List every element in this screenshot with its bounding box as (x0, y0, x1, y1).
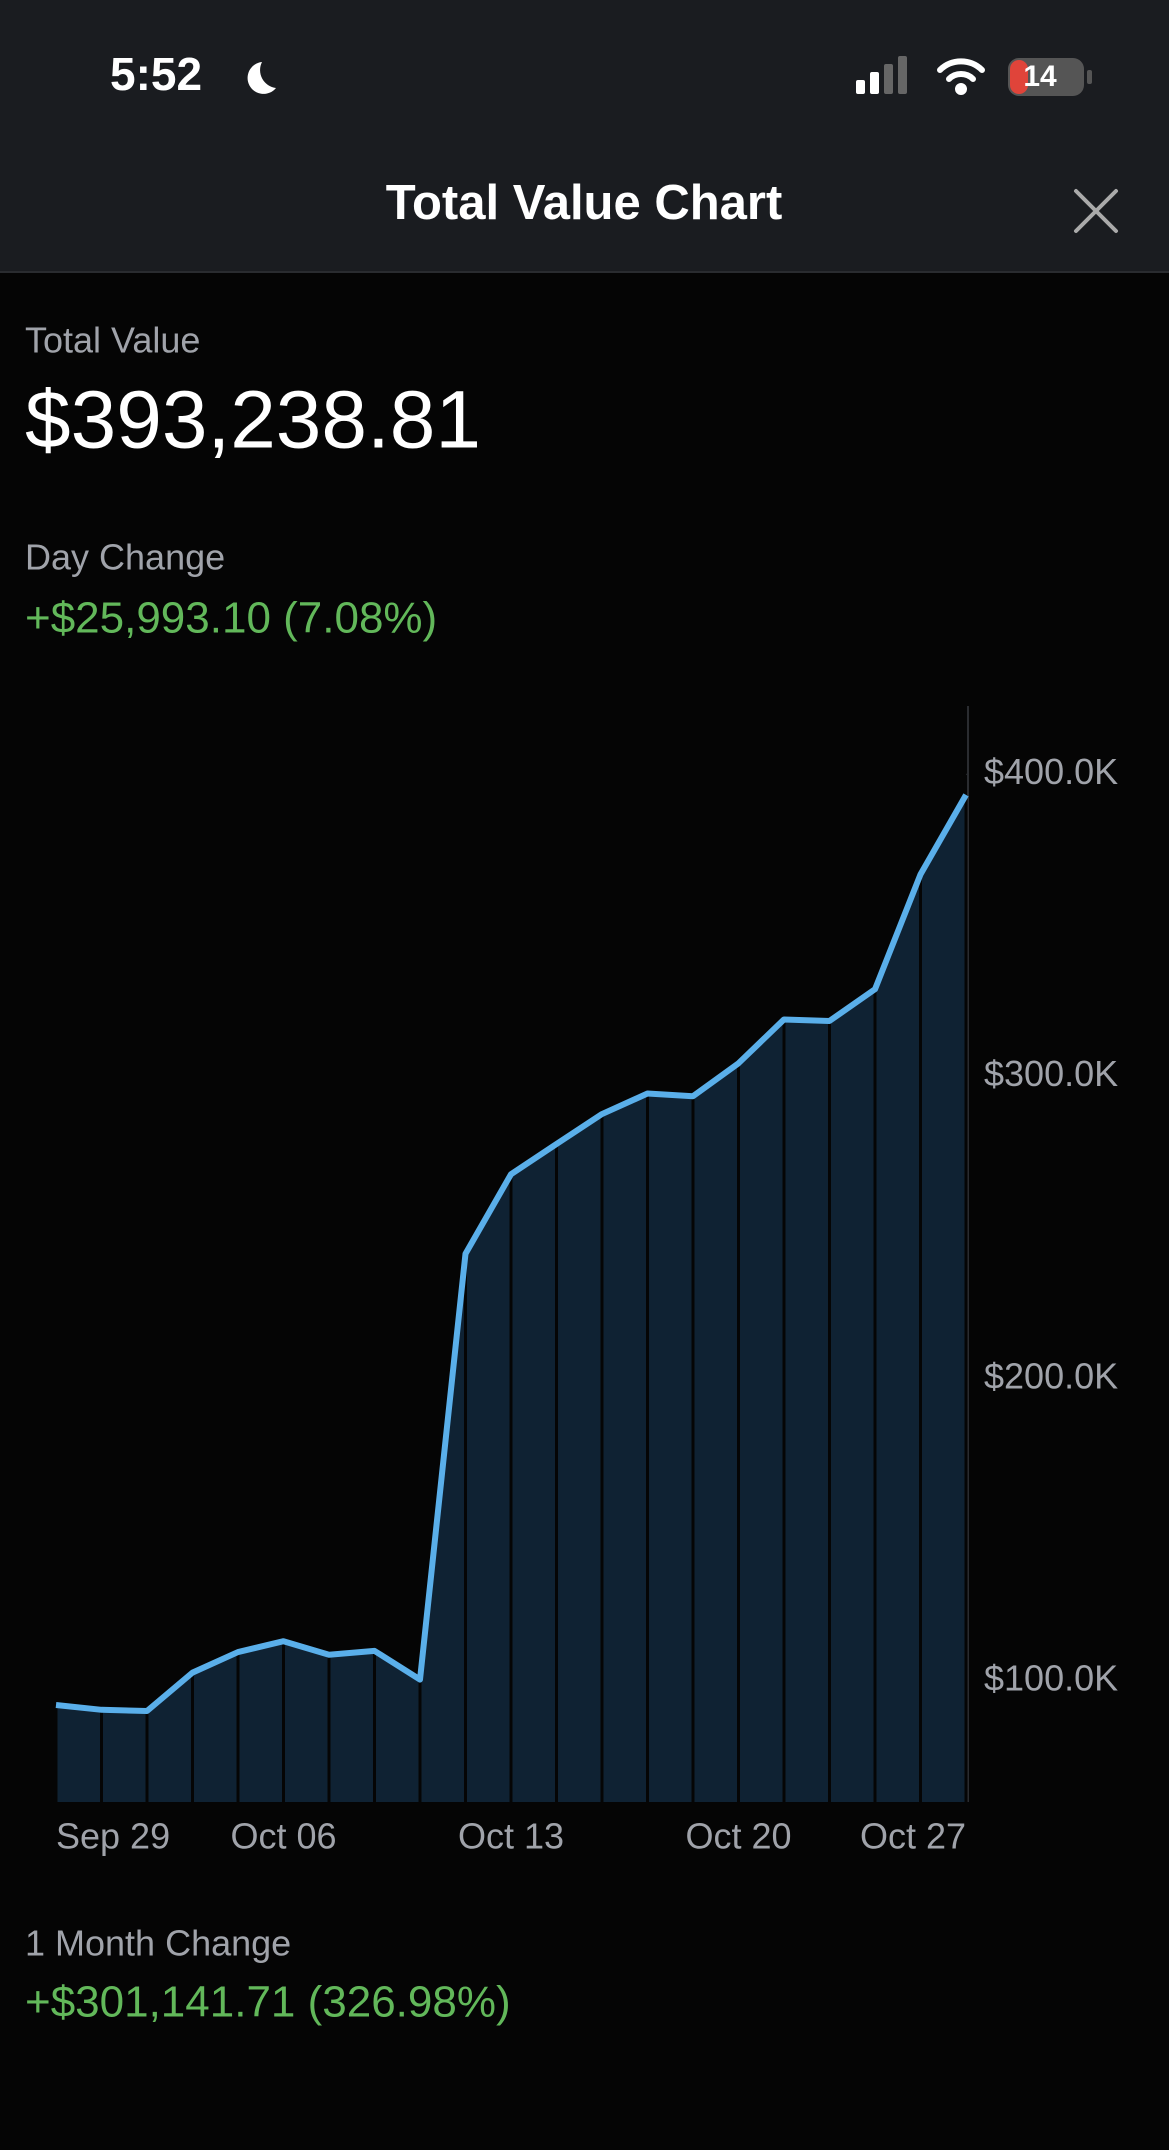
y-tick-label: $100.0K (984, 1658, 1118, 1699)
header-bg (0, 0, 1169, 272)
month-change-label: 1 Month Change (25, 1923, 291, 1964)
day-change-label: Day Change (25, 537, 225, 578)
day-change-value: +$25,993.10 (7.08%) (25, 594, 437, 643)
month-change-value: +$301,141.71 (326.98%) (25, 1978, 511, 2027)
x-tick-label: Sep 29 (56, 1816, 170, 1857)
signal-icon (856, 56, 907, 94)
wifi-icon (937, 58, 985, 95)
status-time: 5:52 (110, 48, 202, 100)
y-tick-label: $200.0K (984, 1355, 1118, 1396)
total-value: $393,238.81 (25, 375, 481, 466)
x-tick-label: Oct 27 (860, 1816, 966, 1857)
total-label: Total Value (25, 320, 200, 361)
value-line (55, 793, 969, 1715)
x-tick-label: Oct 13 (458, 1816, 564, 1857)
page-title: Total Value Chart (386, 176, 783, 230)
y-tick-label: $400.0K (984, 751, 1118, 792)
close-button[interactable] (1074, 189, 1118, 233)
x-tick-label: Oct 06 (230, 1816, 336, 1857)
battery-level (1010, 60, 1028, 94)
x-tick-label: Oct 20 (685, 1816, 791, 1857)
y-tick-label: $300.0K (984, 1053, 1118, 1094)
moon-icon (247, 62, 276, 94)
battery-tip (1087, 70, 1092, 84)
battery-text: 14 (1023, 60, 1057, 93)
